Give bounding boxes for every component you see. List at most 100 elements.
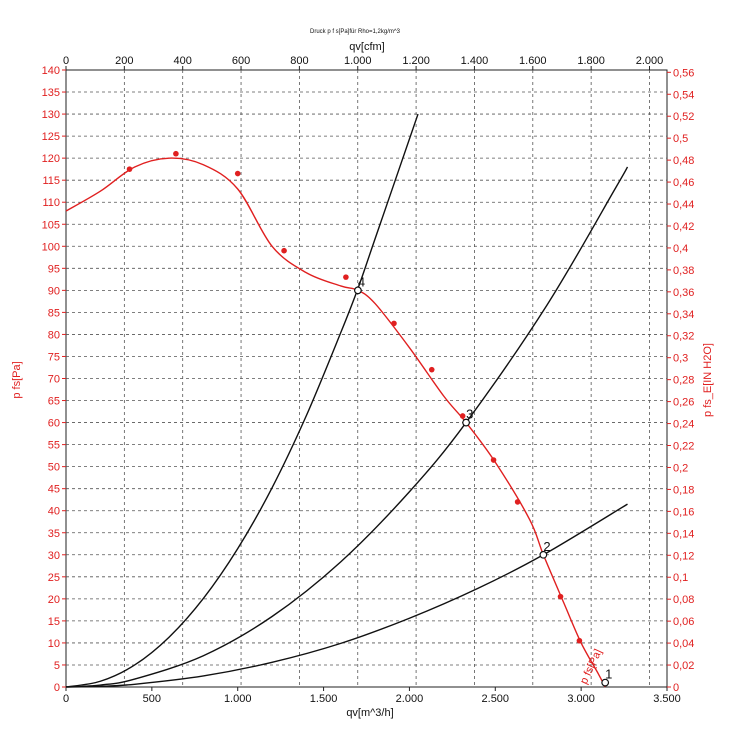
x-top-tick-label: 2.000	[636, 55, 664, 67]
x-bottom-tick-label: 2.000	[396, 693, 424, 705]
x-bottom-tick-label: 1.500	[310, 693, 338, 705]
x-top-tick-label: 200	[115, 55, 133, 67]
x-top-tick-label: 800	[290, 55, 308, 67]
y-right-tick-label: 0,26	[673, 397, 694, 409]
measured-point	[391, 320, 397, 327]
y-right-tick-label: 0,32	[673, 331, 694, 343]
operating-point-label-4: 4	[358, 274, 365, 289]
measured-point	[234, 170, 241, 177]
y-right-tick-label: 0,34	[673, 309, 694, 321]
points: 4 3 2 1	[126, 150, 612, 687]
y-right-tick-label: 0,02	[673, 660, 694, 672]
system-curve-3	[65, 166, 629, 688]
y-right-tick-label: 0,4	[673, 243, 688, 255]
y-right-tick-label: 0,42	[673, 221, 694, 233]
x-bottom-tick-label: 3.500	[653, 693, 681, 705]
y-left-axis-label: p fs[Pa]	[11, 361, 23, 398]
chart-title: Druck p f s[Pa]für Rho=1,2kg/m^3	[310, 29, 401, 35]
system-curve-2	[65, 503, 628, 688]
operating-point-3	[462, 418, 470, 427]
x-bottom-tick-label: 0	[63, 693, 69, 705]
system-curve-4	[65, 113, 419, 688]
y-left-tick-label: 110	[42, 197, 60, 209]
y-right-tick-label: 0,56	[673, 67, 694, 79]
x-top-tick-label: 1.600	[519, 55, 547, 67]
y-right-tick-label: 0,04	[673, 638, 694, 650]
y-right-axis-label: p fs_E[IN H2O]	[702, 343, 714, 417]
y-right-tick-label: 0,5	[673, 133, 688, 145]
y-left-tick-label: 75	[48, 351, 60, 363]
y-left-tick-label: 65	[48, 396, 60, 408]
y-right-tick-label: 0,12	[673, 550, 694, 562]
y-left-tick-label: 105	[42, 219, 60, 231]
operating-point-label-3: 3	[466, 407, 473, 422]
operating-point-label-1: 1	[605, 667, 612, 682]
y-left-tick-label: 100	[42, 241, 60, 253]
y-right-tick-label: 0,18	[673, 484, 694, 496]
y-right-tick-label: 0,22	[673, 441, 694, 453]
y-right-tick-label: 0,24	[673, 419, 694, 431]
y-left-tick-label: 115	[42, 175, 60, 187]
y-left-tick-label: 30	[48, 550, 60, 562]
x-bottom-tick-label: 3.000	[567, 693, 595, 705]
x-top-tick-label: 1.400	[461, 55, 489, 67]
x-top-axis-label: qv[cfm]	[349, 41, 384, 53]
y-right-tick-label: 0,1	[673, 572, 688, 584]
y-right-tick-label: 0,54	[673, 89, 694, 101]
x-top-tick-label: 600	[232, 55, 250, 67]
y-left-tick-label: 5	[54, 660, 60, 672]
measured-point	[576, 637, 583, 644]
x-top-tick-label: 1.200	[402, 55, 430, 67]
measured-point	[514, 499, 521, 505]
y-left-tick-label: 25	[48, 572, 60, 584]
y-right-tick-label: 0,36	[673, 287, 694, 299]
y-right-tick-label: 0,3	[673, 353, 688, 365]
y-left-tick-label: 40	[48, 506, 60, 518]
curves	[65, 113, 629, 688]
y-left-tick-label: 60	[48, 418, 60, 430]
y-left-tick-label: 90	[48, 285, 60, 297]
measured-point	[126, 166, 133, 172]
y-left-tick-label: 135	[42, 87, 60, 99]
x-top-tick-label: 0	[63, 55, 69, 67]
fan-curve	[65, 157, 606, 688]
y-right-tick-label: 0,14	[673, 528, 694, 540]
x-top-tick-label: 1.000	[344, 55, 372, 67]
measured-point	[281, 247, 287, 254]
y-left-tick-label: 70	[48, 374, 60, 386]
y-left-tick-label: 0	[54, 682, 60, 694]
measured-point	[490, 457, 497, 463]
y-left-tick-label: 20	[48, 594, 60, 606]
y-left-tick-label: 15	[48, 616, 60, 628]
x-bottom-tick-label: 1.000	[224, 693, 252, 705]
y-left-tick-label: 95	[48, 263, 60, 275]
y-left-tick-label: 130	[42, 109, 60, 121]
y-left-tick-label: 120	[42, 153, 60, 165]
y-left-tick-label: 55	[48, 440, 60, 452]
operating-point-1	[601, 678, 610, 687]
y-right-tick-label: 0	[673, 682, 679, 694]
measured-point	[428, 366, 435, 373]
y-left-tick-label: 45	[48, 484, 60, 496]
y-right-tick-label: 0,46	[673, 177, 694, 189]
measured-point	[459, 413, 466, 419]
operating-point-4	[354, 286, 362, 295]
y-right-tick-label: 0,38	[673, 265, 694, 277]
x-bottom-axis-label: qv[m^3/h]	[346, 707, 393, 719]
measured-point	[173, 150, 179, 157]
measured-point	[343, 274, 349, 280]
operating-point-2	[539, 550, 548, 559]
operating-point-label-2: 2	[543, 539, 550, 554]
y-left-tick-label: 50	[48, 462, 60, 474]
y-left-tick-label: 80	[48, 329, 60, 341]
y-right-tick-label: 0,28	[673, 375, 694, 387]
y-right-tick-label: 0,2	[673, 462, 688, 474]
y-left-tick-label: 35	[48, 528, 60, 540]
y-left-tick-label: 10	[48, 638, 60, 650]
y-left-tick-label: 125	[42, 131, 60, 143]
grid	[66, 70, 667, 687]
measured-point	[557, 593, 564, 600]
y-right-tick-label: 0,16	[673, 506, 694, 518]
